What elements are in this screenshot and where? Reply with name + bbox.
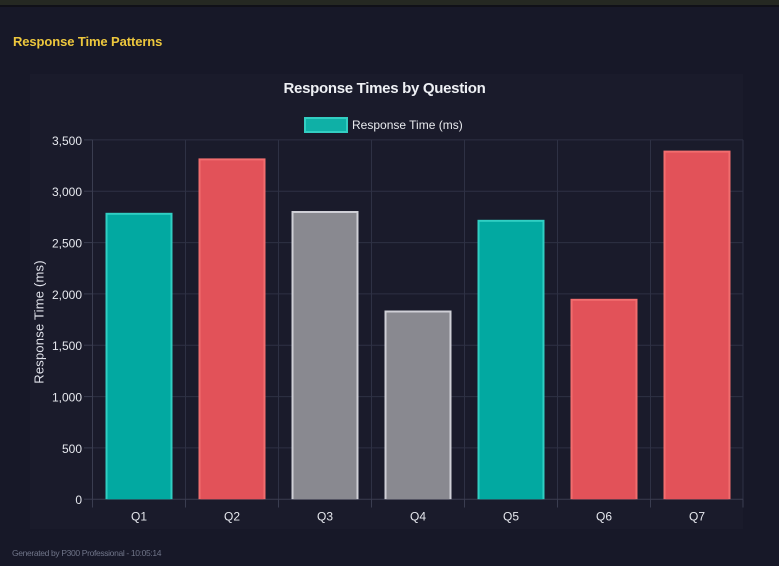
svg-text:Q2: Q2 bbox=[224, 510, 240, 524]
svg-text:Q4: Q4 bbox=[410, 510, 426, 524]
svg-text:1,500: 1,500 bbox=[52, 339, 82, 353]
svg-text:2,000: 2,000 bbox=[52, 288, 82, 302]
svg-text:Q6: Q6 bbox=[596, 510, 612, 524]
svg-text:2,500: 2,500 bbox=[52, 237, 82, 251]
svg-text:Response Time (ms): Response Time (ms) bbox=[32, 260, 47, 384]
svg-text:Q5: Q5 bbox=[503, 510, 519, 524]
svg-text:Q7: Q7 bbox=[689, 510, 705, 524]
svg-text:0: 0 bbox=[75, 493, 82, 507]
svg-text:Q1: Q1 bbox=[131, 510, 147, 524]
svg-text:1,000: 1,000 bbox=[52, 391, 82, 405]
svg-text:Q3: Q3 bbox=[317, 510, 333, 524]
svg-text:500: 500 bbox=[62, 442, 82, 456]
svg-text:3,000: 3,000 bbox=[52, 185, 82, 199]
svg-text:3,500: 3,500 bbox=[52, 134, 82, 148]
